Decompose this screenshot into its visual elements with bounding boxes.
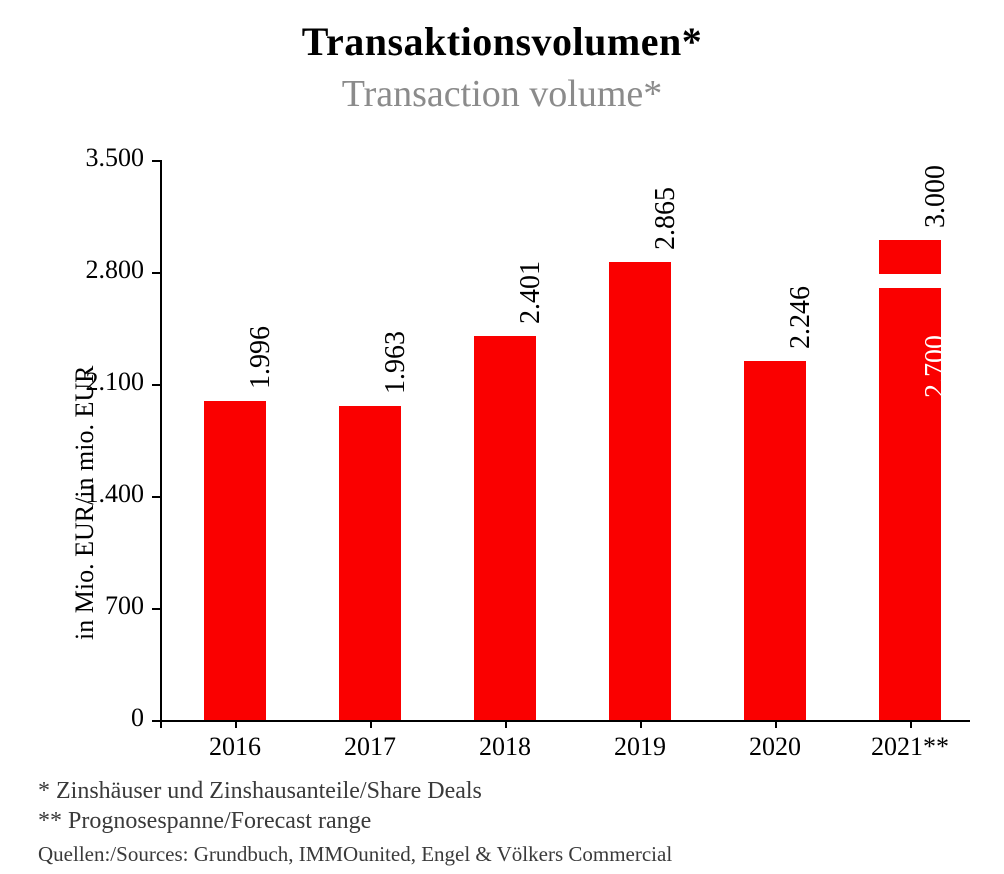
x-tick-label: 2020: [705, 732, 845, 762]
bar-split-upper: [879, 240, 941, 274]
footnote-2: ** Prognosespanne/Forecast range: [38, 808, 371, 835]
x-tick-label: 2016: [165, 732, 305, 762]
y-axis-line: [160, 160, 162, 728]
x-tick-label: 2017: [300, 732, 440, 762]
y-tick-label: 2.100: [0, 367, 144, 397]
bar: [609, 262, 671, 720]
y-tick-mark: [152, 496, 160, 498]
bar-value-label: 1.963: [380, 331, 412, 394]
y-tick-mark: [152, 160, 160, 162]
x-tick-mark: [505, 720, 507, 728]
x-tick-mark: [640, 720, 642, 728]
y-tick-mark: [152, 608, 160, 610]
x-tick-label: 2021**: [840, 732, 980, 762]
bar-value-label-high: 3.000: [920, 165, 952, 228]
x-tick-mark: [775, 720, 777, 728]
x-tick-label: 2018: [435, 732, 575, 762]
bar-value-label: 2.865: [650, 187, 682, 250]
y-tick-mark: [152, 384, 160, 386]
bar-value-label: 2.401: [515, 261, 547, 324]
x-tick-mark: [235, 720, 237, 728]
x-tick-mark: [910, 720, 912, 728]
bar: [339, 406, 401, 720]
y-tick-label: 700: [0, 591, 144, 621]
footnote-1: * Zinshäuser und Zinshausanteile/Share D…: [38, 778, 482, 805]
y-tick-label: 1.400: [0, 479, 144, 509]
y-tick-mark: [152, 272, 160, 274]
y-tick-mark: [152, 720, 160, 722]
sources-line: Quellen:/Sources: Grundbuch, IMMOunited,…: [38, 842, 672, 867]
bar-value-label-low: 2.700: [920, 335, 952, 398]
chart-page: { "title_main": "Transaktionsvolumen*", …: [0, 0, 1004, 874]
x-tick-mark: [370, 720, 372, 728]
bar: [474, 336, 536, 720]
y-tick-label: 2.800: [0, 255, 144, 285]
chart-title-main: Transaktionsvolumen*: [0, 18, 1004, 65]
y-tick-label: 3.500: [0, 143, 144, 173]
y-tick-label: 0: [0, 703, 144, 733]
x-axis-line: [160, 720, 970, 722]
bar: [204, 401, 266, 720]
x-tick-label: 2019: [570, 732, 710, 762]
bar-value-label: 1.996: [245, 326, 277, 389]
bar: [744, 361, 806, 720]
bar-value-label: 2.246: [785, 286, 817, 349]
chart-title-sub: Transaction volume*: [0, 72, 1004, 116]
